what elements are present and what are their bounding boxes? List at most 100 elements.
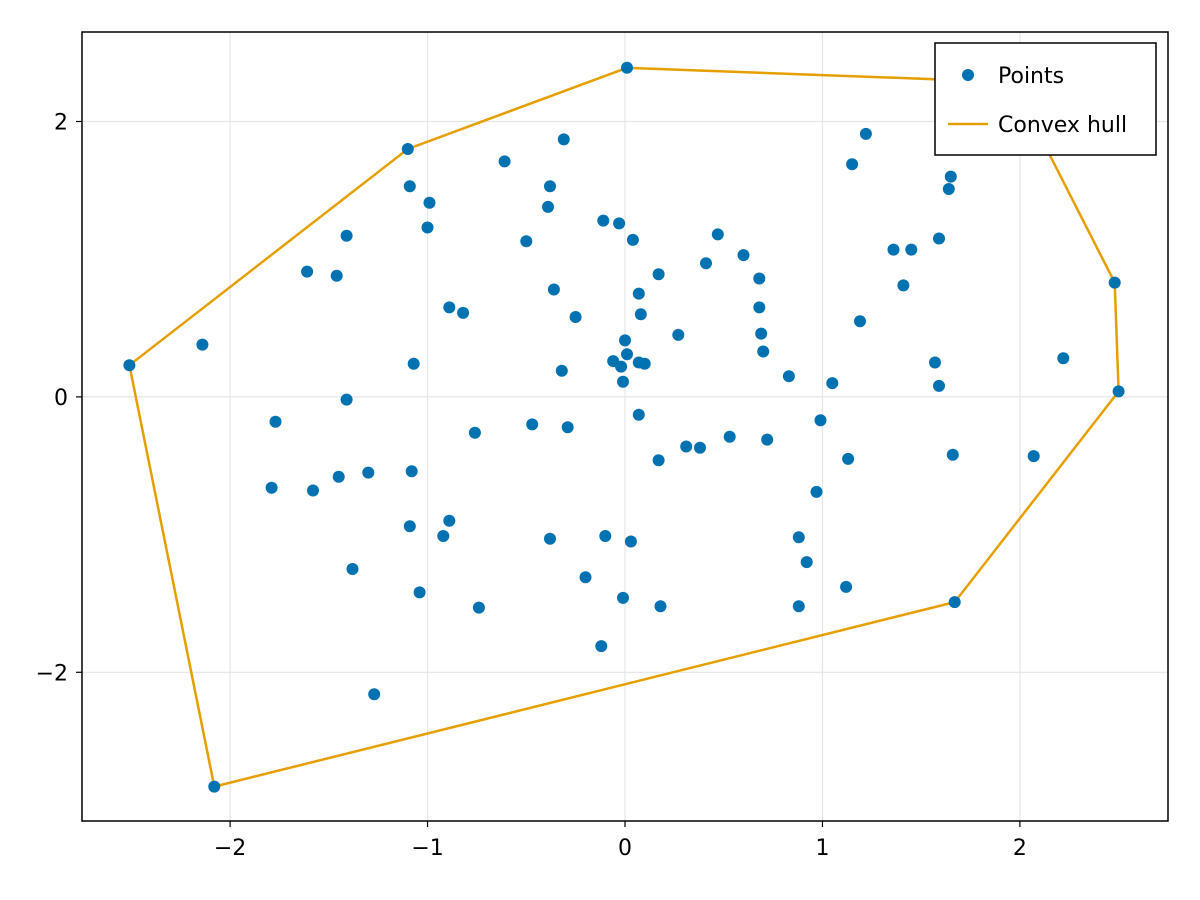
scatter-point [632, 287, 645, 300]
scatter-point [800, 556, 813, 569]
scatter-point [737, 249, 750, 262]
scatter-point [403, 180, 416, 193]
scatter-point [1027, 450, 1040, 463]
y-tick-label: 0 [54, 386, 68, 411]
scatter-point [942, 183, 955, 195]
axis-ticks: −2 −1 0 1 2 −2 0 2 [36, 111, 1027, 861]
scatter-point [544, 180, 556, 193]
scatter-point [208, 780, 221, 793]
scatter-point [457, 306, 470, 319]
y-tick-label: −2 [36, 661, 68, 686]
scatter-point [617, 375, 629, 388]
legend-box [934, 42, 1157, 156]
scatter-point [929, 356, 941, 369]
scatter-point [340, 229, 353, 242]
scatter-point [814, 414, 827, 427]
scatter-point [265, 481, 278, 494]
scatter-point [561, 421, 574, 434]
scatter-point [632, 408, 645, 421]
scatter-point [621, 348, 633, 361]
scatter-point [652, 268, 665, 281]
scatter-point [846, 158, 859, 171]
scatter-point [401, 143, 414, 155]
scatter-point [859, 127, 872, 140]
scatter-point [944, 170, 957, 183]
scatter-point [557, 133, 570, 146]
scatter-point [757, 345, 770, 358]
scatter-point [307, 484, 319, 497]
scatter-point [624, 535, 637, 548]
scatter-point [520, 235, 533, 248]
scatter-point [437, 530, 450, 542]
scatter-point [887, 243, 900, 256]
scatter-point [405, 465, 418, 478]
scatter-point [544, 532, 556, 545]
scatter-point [700, 257, 712, 270]
scatter-point [346, 563, 359, 575]
scatter-point [595, 640, 608, 653]
scatter-point [340, 393, 353, 406]
scatter-point [569, 311, 582, 323]
scatter-point [723, 430, 736, 443]
scatter-point [782, 370, 795, 383]
scatter-point [196, 338, 209, 351]
scatter-point [753, 272, 766, 285]
legend-hull-label: Convex hull [998, 113, 1127, 138]
scatter-point [948, 596, 961, 609]
scatter-point [407, 357, 420, 370]
scatter-point [792, 531, 805, 544]
scatter-point [617, 591, 629, 604]
legend-points-label: Points [998, 64, 1064, 89]
scatter-point [123, 359, 136, 372]
scatter-point [755, 327, 768, 340]
scatter-point [946, 448, 959, 461]
scatter-point [362, 466, 375, 479]
scatter-point [652, 454, 665, 467]
scatter-point [413, 586, 426, 599]
scatter-point [472, 601, 485, 614]
scatter-point [810, 485, 823, 498]
scatter-point [403, 520, 416, 533]
scatter-point [443, 301, 456, 314]
scatter-point [555, 364, 568, 377]
scatter-point [638, 357, 651, 370]
scatter-point [498, 155, 511, 168]
scatter-point [443, 514, 456, 527]
y-tick-label: 2 [54, 111, 68, 136]
scatter-point [761, 433, 774, 446]
x-tick-label: −2 [214, 836, 246, 861]
scatter-point [634, 308, 647, 321]
scatter-point [301, 265, 314, 278]
scatter-point [711, 228, 724, 241]
x-tick-label: 0 [618, 836, 632, 861]
scatter-point [423, 196, 436, 209]
scatter-point [547, 283, 560, 296]
scatter-point [368, 688, 381, 701]
scatter-point [654, 600, 667, 613]
scatter-point [599, 530, 612, 542]
scatter-point [753, 301, 766, 314]
scatter-point [897, 279, 910, 292]
scatter-point [421, 221, 434, 234]
scatter-point [619, 334, 631, 347]
legend-points-marker [962, 69, 974, 81]
scatter-point [1057, 352, 1070, 365]
x-tick-label: 2 [1013, 836, 1027, 861]
scatter-point [626, 233, 639, 246]
scatter-point [579, 571, 592, 584]
x-tick-label: −1 [411, 836, 443, 861]
legend: Points Convex hull [934, 42, 1157, 156]
scatter-point [332, 470, 345, 483]
scatter-point [1112, 385, 1125, 398]
scatter-point [694, 441, 706, 454]
scatter-point [854, 315, 866, 328]
x-tick-label: 1 [815, 836, 829, 861]
scatter-point [468, 426, 481, 439]
scatter-point [330, 269, 343, 282]
scatter-point [615, 360, 628, 373]
scatter-point [597, 214, 610, 227]
scatter-point [933, 379, 945, 392]
points-layer [123, 61, 1125, 793]
scatter-point [1108, 276, 1121, 289]
